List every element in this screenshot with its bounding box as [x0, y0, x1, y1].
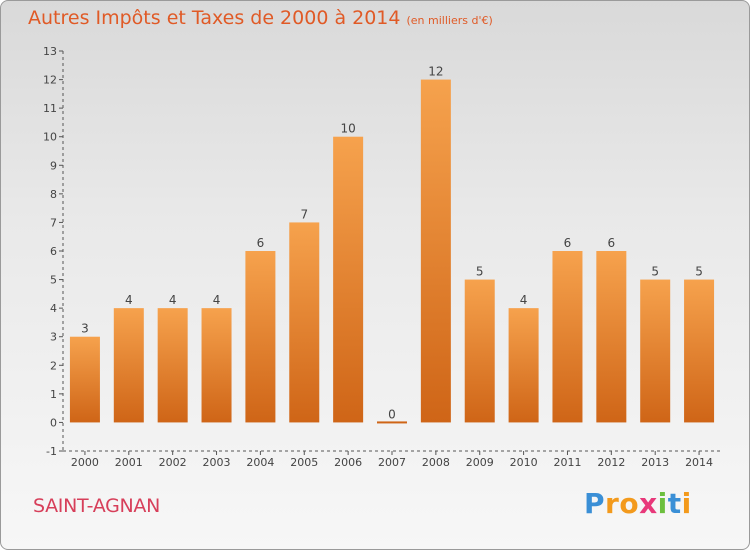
- bar: [552, 251, 583, 423]
- x-tick-label: 2005: [290, 456, 318, 469]
- bar: [464, 279, 495, 423]
- chart-subtitle: (en milliers d'€): [406, 14, 493, 27]
- data-labels: 3 4 4 4 6 7 10 0 12 5 4 6 6 5 5: [81, 65, 703, 422]
- data-label: 4: [520, 293, 528, 307]
- x-tick-label: 2009: [466, 456, 494, 469]
- bar: [245, 251, 276, 423]
- y-tick-label: 13: [43, 45, 57, 58]
- bar: [420, 79, 451, 423]
- x-tick-label: 2010: [510, 456, 538, 469]
- bar: [640, 279, 671, 423]
- y-tick-label: 3: [50, 331, 57, 344]
- data-label: 5: [695, 265, 703, 279]
- x-tick-label: 2001: [115, 456, 143, 469]
- logo-letter: r: [605, 487, 620, 520]
- data-label: 7: [300, 207, 308, 221]
- logo-letter: i: [681, 487, 692, 520]
- data-label: 6: [257, 236, 265, 250]
- y-tick-label: 10: [43, 131, 57, 144]
- y-tick-label: 8: [50, 188, 57, 201]
- x-tick-label: 2012: [597, 456, 625, 469]
- data-label: 6: [608, 236, 616, 250]
- data-label: 4: [213, 293, 221, 307]
- x-tick-label: 2007: [378, 456, 406, 469]
- bar: [113, 308, 144, 423]
- data-label: 0: [388, 407, 396, 421]
- x-tick-label: 2006: [334, 456, 362, 469]
- bar: [508, 308, 539, 423]
- x-tick-label: 2011: [553, 456, 581, 469]
- logo-letter: o: [619, 487, 640, 520]
- x-tick-label: 2004: [246, 456, 274, 469]
- data-label: 10: [340, 122, 355, 136]
- logo-letter: t: [667, 487, 682, 520]
- y-tick-label: 5: [50, 274, 57, 287]
- logo-letter: P: [584, 487, 606, 520]
- x-tick-label: 2003: [203, 456, 231, 469]
- data-label: 3: [81, 322, 89, 336]
- bars: [69, 79, 715, 424]
- y-tick-label: 7: [50, 216, 57, 229]
- bar: [201, 308, 232, 423]
- proxiti-logo: Proxiti: [584, 487, 692, 520]
- data-label: 5: [476, 265, 484, 279]
- y-tick-label: -1: [46, 445, 57, 458]
- bar: [333, 136, 364, 423]
- commune-name: SAINT-AGNAN: [33, 495, 161, 517]
- y-tick-label: 0: [50, 416, 57, 429]
- bar: [69, 336, 100, 423]
- bar: [596, 251, 627, 423]
- y-tick-label: 2: [50, 359, 57, 372]
- logo-letter: x: [639, 487, 658, 520]
- y-tick-label: 1: [50, 388, 57, 401]
- x-tick-label: 2013: [641, 456, 669, 469]
- bar: [157, 308, 188, 423]
- bar: [289, 222, 320, 423]
- y-tick-label: 11: [43, 102, 57, 115]
- chart-title: Autres Impôts et Taxes de 2000 à 2014 (en…: [28, 7, 493, 29]
- data-label: 4: [125, 293, 133, 307]
- data-label: 5: [651, 265, 659, 279]
- y-tick-label: 12: [43, 74, 57, 87]
- data-label: 6: [564, 236, 572, 250]
- bar: [684, 279, 715, 423]
- y-tick-label: 9: [50, 159, 57, 172]
- bar: [377, 421, 407, 424]
- x-tick-label: 2014: [685, 456, 713, 469]
- x-tick-label: 2000: [71, 456, 99, 469]
- x-tick-label: 2002: [159, 456, 187, 469]
- title-text: Autres Impôts et Taxes de 2000 à 2014: [28, 7, 401, 29]
- x-tick-label: 2008: [422, 456, 450, 469]
- y-tick-label: 4: [50, 302, 57, 315]
- logo-letter: i: [657, 487, 668, 520]
- data-label: 12: [428, 65, 443, 79]
- data-label: 4: [169, 293, 177, 307]
- y-tick-label: 6: [50, 245, 57, 258]
